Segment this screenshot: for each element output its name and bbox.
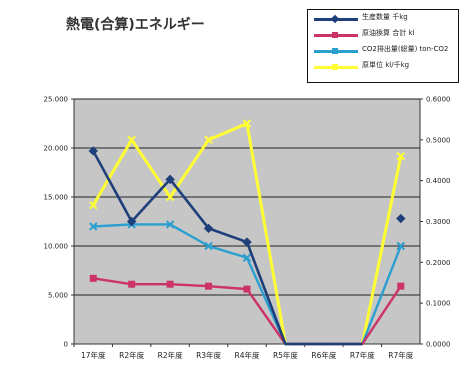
data-point bbox=[165, 192, 175, 202]
data-point bbox=[397, 282, 405, 290]
data-point bbox=[242, 119, 252, 128]
y-right-tick-label: 0.3000 bbox=[426, 218, 451, 226]
legend-label: CO2排出量(総量) ton-CO2 bbox=[362, 45, 449, 53]
legend-item: 原油換算 合計 kl bbox=[312, 29, 457, 43]
plot-background bbox=[73, 98, 421, 345]
y-right-tick-label: 0.5000 bbox=[426, 136, 451, 144]
x-tick-label: R2年度 bbox=[119, 350, 144, 360]
data-point bbox=[89, 222, 98, 231]
legend-marker bbox=[332, 48, 338, 54]
legend-marker bbox=[332, 64, 338, 70]
data-point bbox=[396, 213, 406, 224]
data-point bbox=[127, 135, 136, 145]
legend-item: 生産数量 千kg bbox=[312, 13, 457, 27]
data-point bbox=[242, 253, 252, 262]
legend-label: 原油換算 合計 kl bbox=[362, 29, 415, 37]
y-right-tick-label: 0.1000 bbox=[426, 300, 451, 308]
data-point bbox=[166, 280, 174, 288]
series-line bbox=[92, 150, 363, 346]
chart-title: 熱電(合算)エネルギー bbox=[66, 17, 205, 33]
y-right-tick-label: 0.6000 bbox=[426, 96, 451, 104]
legend-marker bbox=[332, 32, 338, 38]
legend-item: 原単位 kl/千kg bbox=[312, 61, 457, 75]
y-left-tick-label: 5.000 bbox=[48, 292, 68, 300]
data-point bbox=[242, 237, 252, 247]
data-point bbox=[205, 282, 213, 290]
data-point bbox=[128, 280, 136, 288]
data-point bbox=[204, 135, 213, 145]
data-point bbox=[88, 146, 98, 156]
x-tick-label: R6年度 bbox=[311, 350, 336, 360]
y-right-tick-label: 0.4000 bbox=[426, 177, 451, 185]
data-point bbox=[89, 274, 97, 282]
y-right-tick-label: 0.2000 bbox=[426, 259, 451, 267]
x-tick-label: R7年度 bbox=[350, 350, 375, 360]
data-point bbox=[203, 223, 214, 234]
x-tick-label: R7年度 bbox=[388, 350, 413, 360]
legend-label: 原単位 kl/千kg bbox=[362, 61, 410, 69]
y-left-tick-label: 10.000 bbox=[44, 243, 69, 251]
y-left-tick-label: 15.000 bbox=[44, 194, 69, 202]
data-point bbox=[126, 216, 137, 227]
data-point bbox=[396, 151, 405, 161]
x-tick-label: R4年度 bbox=[235, 350, 260, 360]
legend: 生産数量 千kg 原油換算 合計 kl CO2排出量(総量) ton-CO2 原単位 … bbox=[307, 9, 459, 83]
data-point bbox=[243, 285, 251, 293]
legend-marker bbox=[330, 14, 340, 24]
y-right-tick-label: 0.0000 bbox=[426, 341, 451, 349]
y-left-tick-label: 25.000 bbox=[44, 96, 69, 104]
data-point bbox=[165, 174, 175, 185]
y-left-tick-label: 0 bbox=[64, 341, 68, 349]
legend-label: 生産数量 千kg bbox=[362, 13, 408, 21]
data-point bbox=[89, 200, 98, 210]
data-point bbox=[204, 241, 213, 251]
data-point bbox=[165, 220, 175, 229]
x-tick-label: 17年度 bbox=[81, 350, 106, 360]
x-tick-label: R5年度 bbox=[273, 350, 298, 360]
x-tick-label: R2年度 bbox=[158, 350, 183, 360]
x-tick-label: R3年度 bbox=[196, 350, 221, 360]
y-left-tick-label: 20.000 bbox=[44, 145, 69, 153]
data-point bbox=[396, 241, 405, 251]
legend-item: CO2排出量(総量) ton-CO2 bbox=[312, 45, 457, 59]
